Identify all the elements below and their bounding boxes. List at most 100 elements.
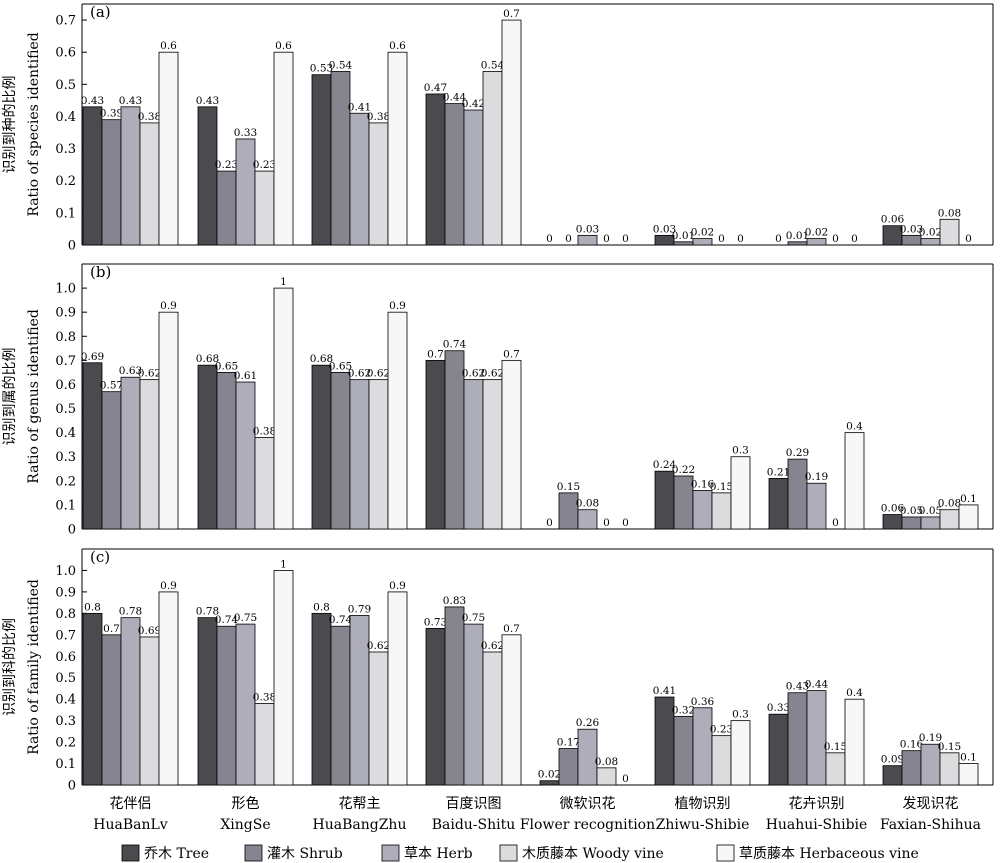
bar-value-label: 0.02 <box>691 227 714 239</box>
category-axis-labels: 花伴侣 HuaBanLv 形色 XingSe 花帮主 HuaBangZhu 百度识图 Baid… <box>93 795 981 833</box>
bar-value-label: 0.19 <box>805 471 828 483</box>
bar-value-label: 0.44 <box>805 679 829 691</box>
legend-label: 草质藤本 Herbaceous vine <box>739 846 919 862</box>
bar <box>482 379 503 530</box>
bar-value-label: 0 <box>832 233 839 245</box>
bar <box>539 780 560 786</box>
bar-value-label: 0.8 <box>84 601 101 613</box>
bar <box>311 612 332 786</box>
category-label-zh: 植物识别 <box>675 796 731 812</box>
bar-value-label: 0.62 <box>462 368 485 380</box>
bar <box>501 359 522 530</box>
bar <box>939 218 960 246</box>
bar-value-label: 0.02 <box>805 227 828 239</box>
y-tick-label: 0.8 <box>55 330 76 345</box>
bar <box>158 51 179 246</box>
bar-value-label: 0.38 <box>138 111 161 123</box>
bar <box>387 311 408 530</box>
bar-value-label: 0.26 <box>576 717 600 729</box>
y-tick-label: 0.9 <box>55 306 76 321</box>
bar-value-label: 0.74 <box>329 614 353 626</box>
bar <box>920 516 941 530</box>
bar-value-label: 0.33 <box>234 127 257 139</box>
bar-value-label: 0.41 <box>348 101 371 113</box>
category-label-zh: 微软识花 <box>560 796 616 812</box>
y-tick-label: 0.5 <box>55 402 76 417</box>
legend-swatch <box>381 844 400 862</box>
y-tick-label: 0.7 <box>55 354 76 369</box>
bar-value-label: 0.29 <box>786 447 809 459</box>
bar-value-label: 0 <box>603 233 610 245</box>
bar-value-label: 0.68 <box>310 353 333 365</box>
category-label-zh: 花伴侣 <box>110 796 152 812</box>
bar-value-label: 0.02 <box>919 227 942 239</box>
legend-label: 草本 Herb <box>404 846 473 862</box>
bar <box>311 364 332 530</box>
legend-item: 乔木 Tree <box>121 844 209 862</box>
bar-value-label: 0.05 <box>900 505 923 517</box>
bar <box>216 372 237 530</box>
bar <box>901 516 922 530</box>
bar-value-label: 0.17 <box>557 737 580 749</box>
bar-value-label: 0 <box>622 517 629 529</box>
category-label-en: HuaBangZhu <box>313 817 407 833</box>
bar-value-label: 0.65 <box>329 360 352 372</box>
bar <box>463 109 484 246</box>
bar <box>368 122 389 246</box>
bar-value-label: 0.78 <box>119 606 142 618</box>
bar <box>216 170 237 246</box>
bar-value-label: 0.7 <box>503 8 520 20</box>
bar <box>425 93 446 246</box>
bar-value-label: 0.42 <box>462 98 485 110</box>
bar-value-label: 0.08 <box>938 207 961 219</box>
bar-value-label: 0.38 <box>253 425 276 437</box>
bar <box>501 634 522 786</box>
y-axis-title-en: Ratio of genus identified <box>26 309 42 484</box>
panel-label: (b) <box>90 263 111 281</box>
bar-value-label: 0 <box>565 233 572 245</box>
y-tick-label: 0.1 <box>55 498 76 513</box>
bar <box>254 437 275 530</box>
bar-value-label: 0.08 <box>576 498 599 510</box>
category-label-zh: 发现识花 <box>903 796 959 812</box>
bar <box>311 74 332 246</box>
bar-value-label: 0.06 <box>881 503 905 515</box>
legend-item: 灌木 Shrub <box>244 844 343 862</box>
panel-b: 0 0.1 0.2 0.3 0.4 0.5 0.6 0.7 0.8 0.9 1.0 (b) 识别到属的比… <box>2 263 994 538</box>
bar <box>120 106 141 246</box>
bar-value-label: 0.19 <box>919 732 942 744</box>
bar-value-label: 0.54 <box>481 59 505 71</box>
bar <box>101 119 122 246</box>
y-axis-title-zh: 识别到科的比例 <box>2 618 18 716</box>
bar-value-label: 0.8 <box>313 601 330 613</box>
bar-value-label: 0.9 <box>160 580 177 592</box>
bar-value-label: 0.57 <box>100 380 123 392</box>
bar-value-label: 1 <box>280 558 287 570</box>
bar <box>577 509 598 530</box>
bar <box>654 234 675 246</box>
bar <box>882 765 903 786</box>
bar-value-label: 0 <box>622 773 629 785</box>
bar-value-label: 0.65 <box>215 360 238 372</box>
bar <box>673 715 694 786</box>
bar-value-label: 0.3 <box>732 445 749 457</box>
y-tick-label: 0.6 <box>55 650 76 665</box>
bar <box>711 492 732 530</box>
bar-value-label: 0.15 <box>557 481 580 493</box>
bar-value-label: 0.74 <box>215 614 239 626</box>
bar-value-label: 0.38 <box>253 691 276 703</box>
y-tick-label: 0.8 <box>55 607 76 622</box>
legend-item: 草本 Herb <box>381 844 473 862</box>
bar <box>787 241 808 246</box>
bar-value-label: 0.62 <box>481 368 504 380</box>
panel-label: (c) <box>90 548 110 566</box>
bar-value-label: 0.68 <box>196 353 219 365</box>
y-tick-label: 0.6 <box>55 378 76 393</box>
bar-value-label: 0.7 <box>103 623 120 635</box>
bar-value-label: 0.15 <box>824 741 847 753</box>
bar-value-label: 0 <box>775 233 782 245</box>
bar-value-label: 0.08 <box>595 756 618 768</box>
bar <box>330 372 351 530</box>
bar-value-label: 0.08 <box>938 498 961 510</box>
bar-value-label: 0.23 <box>710 724 733 736</box>
